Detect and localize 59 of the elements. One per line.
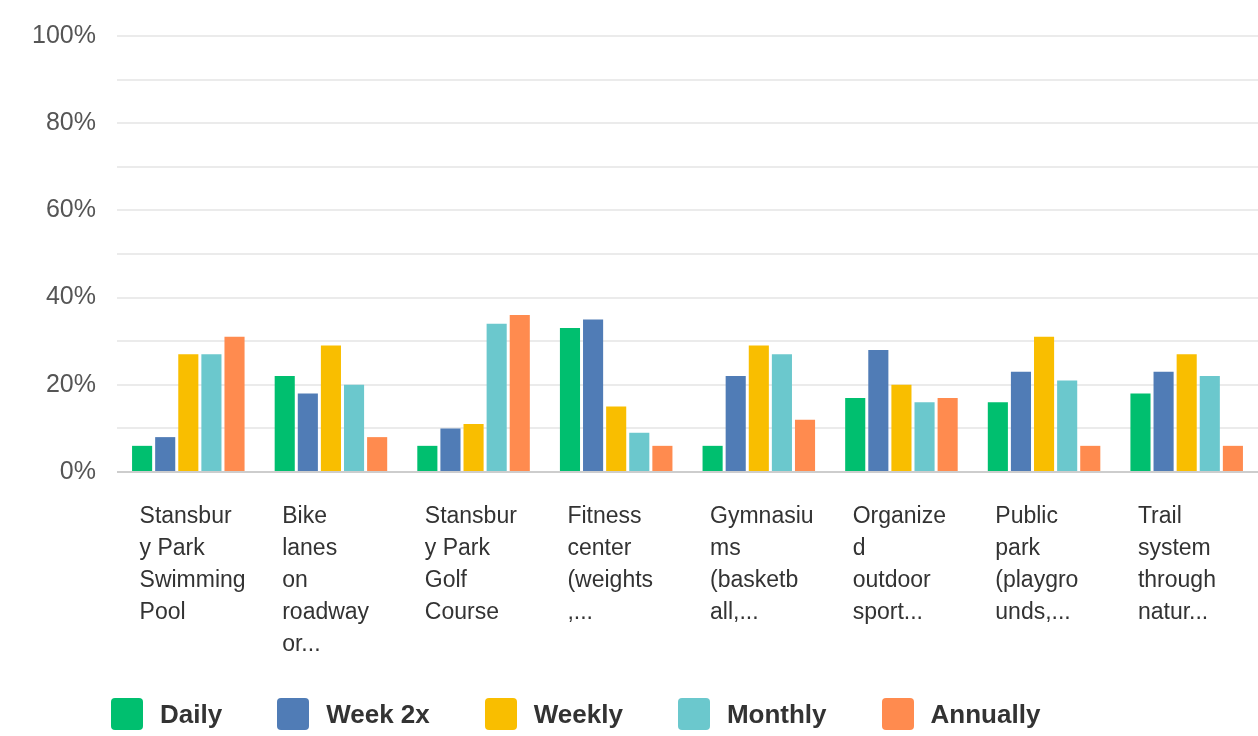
bar — [417, 445, 438, 471]
bar — [274, 376, 295, 471]
bar — [725, 376, 746, 471]
bar — [178, 354, 199, 471]
bar — [771, 354, 792, 471]
x-tick-label: Organized outdoor sport... — [852, 502, 946, 625]
x-tick-label: Bike lanes on roadway or... — [282, 502, 370, 657]
bar — [367, 437, 388, 471]
x-tick-label: Fitness center (weights,... — [567, 502, 654, 625]
y-tick-label: 20% — [45, 368, 96, 397]
bar — [132, 445, 153, 471]
bar — [1222, 445, 1243, 471]
bar — [297, 393, 318, 471]
bar — [1057, 380, 1078, 471]
bar — [868, 349, 889, 471]
bar — [891, 384, 912, 471]
bar — [629, 432, 650, 471]
legend-label: Monthly — [726, 698, 827, 730]
bar — [748, 345, 769, 471]
y-tick-label: 100% — [32, 19, 96, 48]
bar — [320, 345, 341, 471]
bar — [794, 419, 816, 471]
legend-label: Annually — [930, 698, 1041, 730]
bar — [463, 424, 484, 471]
x-tick-label: Stansbury Park Swimming Pool — [139, 502, 246, 625]
bar — [1010, 371, 1032, 471]
bar — [914, 402, 935, 471]
bar — [343, 384, 365, 471]
bar — [1199, 376, 1220, 471]
bar — [845, 397, 866, 471]
bar — [606, 406, 627, 471]
y-tick-label: 0% — [59, 455, 96, 484]
bar — [1080, 445, 1101, 471]
x-tick-label: Public park (playgrounds,... — [995, 502, 1079, 625]
x-tick-label: Stansbury Park Golf Course — [424, 502, 518, 625]
bar — [1130, 393, 1151, 471]
legend-label: Week 2x — [326, 698, 430, 730]
bar — [486, 323, 507, 471]
bar — [559, 328, 581, 471]
x-tick-label: Gymnasiums (basketball,... — [710, 502, 814, 625]
bar — [987, 402, 1008, 471]
y-tick-label: 60% — [45, 194, 96, 223]
bar — [937, 397, 958, 471]
x-tick-label: Trail system through natur... — [1137, 502, 1216, 625]
bar — [224, 336, 245, 471]
legend-label: Weekly — [533, 698, 623, 730]
bar — [1176, 354, 1197, 471]
bar — [509, 315, 530, 471]
bar — [583, 319, 604, 471]
y-tick-label: 80% — [45, 107, 96, 136]
bar — [652, 445, 673, 471]
bar — [1153, 371, 1174, 471]
bar — [440, 428, 461, 471]
bar — [1034, 336, 1055, 471]
legend-label: Daily — [160, 698, 223, 730]
bar — [702, 445, 723, 471]
bar — [155, 437, 176, 471]
bar — [201, 354, 222, 471]
y-tick-label: 40% — [45, 281, 96, 310]
